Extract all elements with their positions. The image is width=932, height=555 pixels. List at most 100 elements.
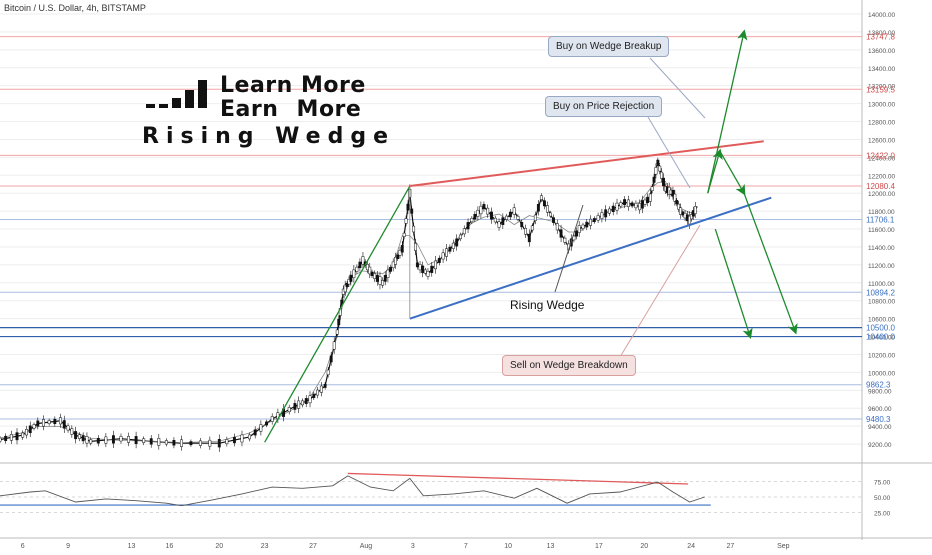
- rsi-tick-label: 50.00: [874, 495, 891, 502]
- candle-body: [646, 196, 650, 204]
- projection-arrow: [719, 150, 746, 196]
- candle-body: [0, 437, 2, 442]
- candle-body: [615, 202, 619, 211]
- candle-body: [585, 221, 589, 228]
- projection-arrow: [714, 228, 753, 340]
- uptrend-line: [264, 185, 411, 443]
- y-tick-label: 13800.00: [868, 30, 895, 37]
- candle-body: [660, 171, 664, 179]
- y-tick-label: 13000.00: [868, 102, 895, 109]
- candle-body: [482, 204, 486, 210]
- candle-body: [74, 431, 78, 440]
- candle-body: [542, 200, 546, 207]
- candle-body: [530, 225, 534, 231]
- y-tick-label: 12600.00: [868, 137, 895, 144]
- candle-body: [375, 274, 379, 282]
- x-tick-label: 20: [215, 543, 223, 550]
- candle-body: [358, 261, 362, 269]
- candle-body: [448, 246, 452, 252]
- candle-body: [404, 218, 408, 224]
- candle-body: [675, 200, 679, 205]
- resistance-level-label: 12080.4: [866, 182, 895, 191]
- candle-body: [524, 228, 527, 235]
- y-tick-label: 11800.00: [868, 209, 895, 216]
- brand-line-1: Learn More: [220, 73, 366, 98]
- candle-body: [577, 225, 581, 233]
- candle-body: [332, 341, 336, 350]
- candle-body: [563, 237, 567, 243]
- candle-body: [658, 165, 662, 172]
- support-level-label: 9862.3: [866, 381, 891, 390]
- candle-body: [59, 417, 62, 425]
- x-tick-label: 17: [595, 543, 603, 550]
- candle-body: [549, 212, 552, 217]
- rsi-tick-label: 25.00: [874, 511, 891, 518]
- candle-body: [423, 269, 427, 274]
- candle-body: [370, 271, 374, 276]
- candle-body: [293, 403, 297, 410]
- x-tick-label: 9: [66, 543, 70, 550]
- x-tick-label: 27: [309, 543, 317, 550]
- candle-body: [619, 202, 623, 207]
- x-tick-label: Aug: [360, 543, 373, 550]
- candle-body: [308, 395, 312, 404]
- candle-body: [466, 222, 470, 230]
- candle-body: [127, 436, 130, 443]
- y-tick-label: 11000.00: [868, 281, 895, 288]
- brand-line-2: Earn More: [220, 97, 362, 122]
- resistance-level-label: 13159.5: [866, 85, 895, 94]
- candle-body: [455, 238, 459, 247]
- candle-body: [527, 233, 531, 243]
- candle-body: [381, 280, 385, 286]
- projection-arrow: [707, 148, 723, 194]
- projection-arrow: [743, 192, 798, 335]
- candle-body: [421, 265, 425, 274]
- candle-body: [479, 205, 483, 215]
- y-tick-label: 12400.00: [868, 155, 895, 162]
- candle-body: [265, 421, 268, 426]
- candle-body: [21, 432, 25, 438]
- y-tick-label: 11600.00: [868, 227, 895, 234]
- candle-body: [600, 212, 604, 219]
- candle-body: [493, 217, 497, 223]
- candle-body: [111, 435, 115, 444]
- candle-body: [623, 199, 627, 206]
- x-tick-label: 24: [687, 543, 695, 550]
- candle-body: [434, 260, 437, 270]
- y-tick-label: 9200.00: [868, 442, 892, 449]
- callout-pointer-sell: [616, 224, 701, 363]
- x-tick-label: 3: [411, 543, 415, 550]
- candle-body: [340, 299, 344, 304]
- candle-body: [630, 202, 634, 207]
- candle-body: [640, 200, 644, 209]
- candle-body: [81, 435, 85, 442]
- candle-body: [361, 256, 365, 265]
- candle-body: [345, 283, 349, 287]
- y-tick-label: 9800.00: [868, 388, 892, 395]
- candle-body: [297, 400, 301, 409]
- candle-body: [575, 230, 579, 237]
- x-tick-label: 20: [640, 543, 648, 550]
- candle-body: [476, 209, 480, 217]
- support-level-label: 10894.2: [866, 288, 895, 297]
- candle-body: [198, 440, 202, 446]
- candle-body: [119, 436, 123, 442]
- candle-body: [259, 424, 263, 432]
- candle-body: [270, 416, 274, 422]
- y-tick-label: 12800.00: [868, 120, 895, 127]
- candle-body: [394, 256, 397, 265]
- candle-body: [437, 257, 441, 263]
- candle-body: [671, 190, 675, 197]
- candle-body: [368, 266, 372, 275]
- y-tick-label: 9600.00: [868, 406, 892, 413]
- y-tick-label: 9400.00: [868, 424, 892, 431]
- rsi-tick-label: 75.00: [874, 480, 891, 487]
- brand-line-3: Rising Wedge: [142, 124, 396, 149]
- candle-body: [638, 203, 642, 211]
- callout-pointer-breakup: [649, 57, 706, 119]
- candle-body: [654, 167, 658, 175]
- rising-wedge-label: Rising Wedge: [510, 298, 585, 312]
- candle-body: [180, 439, 183, 447]
- resistance-level-label: 12422.0: [866, 151, 895, 160]
